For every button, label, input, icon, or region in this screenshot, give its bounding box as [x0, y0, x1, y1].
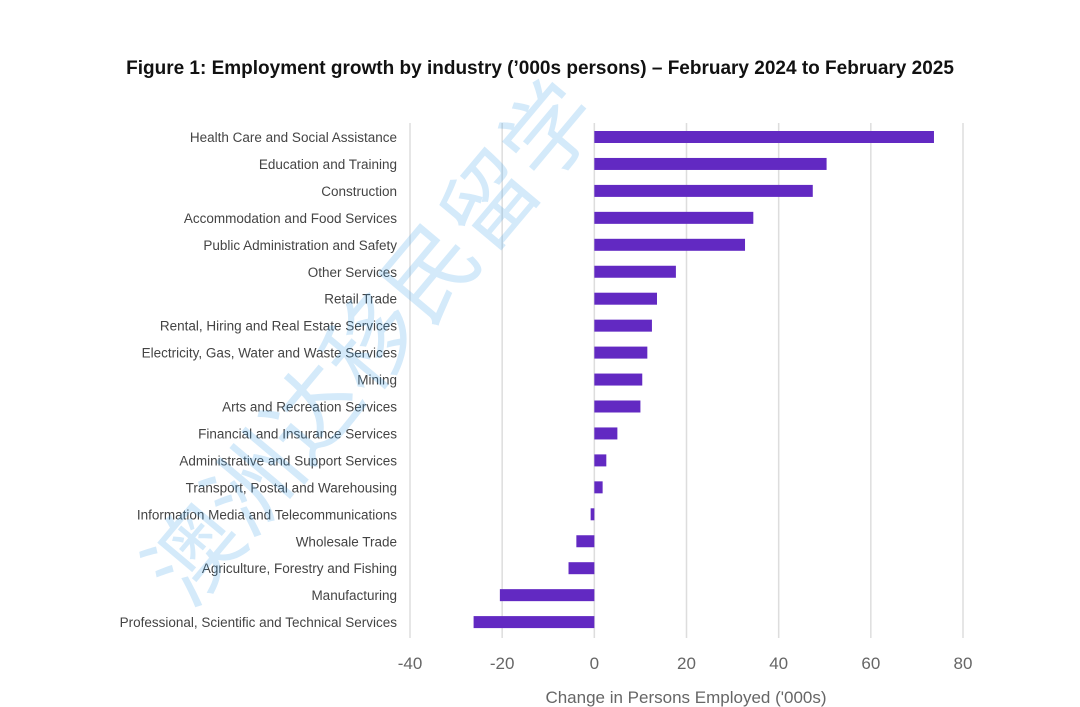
x-tick-label: 20: [677, 654, 696, 673]
category-label: Professional, Scientific and Technical S…: [120, 615, 398, 630]
bar: [594, 454, 607, 467]
category-label: Construction: [321, 184, 397, 199]
category-label: Arts and Recreation Services: [222, 400, 397, 415]
category-label: Financial and Insurance Services: [198, 426, 397, 441]
category-label: Manufacturing: [311, 588, 397, 603]
category-label: Public Administration and Safety: [203, 238, 397, 253]
x-tick-label: -20: [490, 654, 515, 673]
category-label: Electricity, Gas, Water and Waste Servic…: [142, 346, 398, 361]
bar: [594, 131, 934, 143]
bar: [594, 292, 658, 305]
bar: [594, 184, 813, 197]
x-tick-label: -40: [398, 654, 423, 673]
category-label: Transport, Postal and Warehousing: [186, 480, 397, 495]
category-label: Administrative and Support Services: [179, 453, 397, 468]
x-tick-label: 60: [861, 654, 880, 673]
bar: [473, 616, 595, 629]
bar: [594, 346, 648, 359]
bar: [594, 211, 754, 224]
category-label: Information Media and Telecommunications: [137, 507, 397, 522]
category-label: Accommodation and Food Services: [184, 211, 397, 226]
category-label: Mining: [357, 373, 397, 388]
category-label: Wholesale Trade: [296, 534, 397, 549]
bar: [594, 157, 827, 170]
category-label: Rental, Hiring and Real Estate Services: [160, 319, 397, 334]
x-tick-label: 80: [954, 654, 973, 673]
bar: [594, 319, 652, 332]
bar: [594, 265, 676, 278]
bar: [594, 400, 641, 413]
x-axis-label: Change in Persons Employed ('000s): [545, 688, 826, 707]
category-label: Other Services: [308, 265, 398, 280]
x-tick-label: 0: [590, 654, 599, 673]
category-label: Health Care and Social Assistance: [190, 130, 397, 145]
category-label: Agriculture, Forestry and Fishing: [202, 561, 397, 576]
bar: [594, 373, 643, 386]
bar: [499, 589, 595, 602]
category-label: Retail Trade: [324, 292, 397, 307]
bar: [590, 508, 595, 521]
category-label: Education and Training: [259, 157, 397, 172]
chart-title: Figure 1: Employment growth by industry …: [126, 58, 954, 79]
bar: [594, 238, 746, 251]
bar: [576, 535, 595, 548]
bar: [568, 562, 595, 575]
x-tick-label: 40: [769, 654, 788, 673]
bar: [594, 481, 603, 494]
bar: [594, 427, 618, 440]
